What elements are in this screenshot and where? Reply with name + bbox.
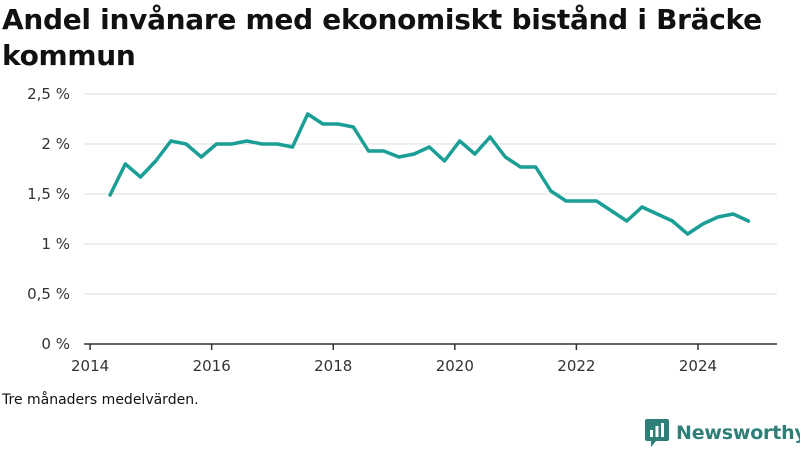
data-point [366, 149, 371, 153]
x-tick-label: 2020 [436, 357, 474, 375]
data-point [518, 165, 523, 169]
data-point [731, 212, 735, 216]
data-point [473, 152, 477, 156]
data-point [579, 199, 583, 203]
y-tick-label: 2 % [41, 135, 70, 153]
data-point [412, 152, 416, 156]
data-point [442, 159, 447, 163]
data-point [290, 145, 295, 149]
data-point [260, 142, 264, 146]
brand-name: Newsworthy [676, 422, 800, 444]
data-point [123, 162, 127, 166]
x-tick-label: 2018 [314, 357, 352, 375]
brand-logo: Newsworthy [644, 418, 800, 448]
data-point [534, 165, 538, 169]
x-tick-label: 2022 [557, 357, 595, 375]
y-tick-label: 2,5 % [27, 85, 70, 103]
data-point [427, 145, 431, 149]
data-point [230, 142, 234, 146]
data-point [670, 219, 675, 223]
data-point [610, 209, 614, 213]
data-point [716, 215, 720, 219]
data-point [625, 219, 629, 223]
data-point [275, 142, 279, 146]
data-point [458, 139, 462, 143]
data-point [138, 175, 143, 179]
series-group [108, 112, 751, 236]
series-line [108, 112, 751, 236]
y-tick-label: 0 % [41, 335, 70, 353]
data-point [549, 189, 553, 193]
x-axis-ticks: 2014 2016 2018 2020 2022 2024 [71, 344, 717, 375]
data-point [564, 199, 568, 203]
data-point [701, 222, 705, 226]
x-tick-label: 2024 [679, 357, 717, 375]
data-point [214, 142, 219, 146]
data-point [184, 142, 188, 146]
data-point [503, 155, 507, 159]
newsworthy-logo-icon [645, 419, 669, 447]
x-tick-label: 2014 [71, 357, 109, 375]
data-point [169, 139, 173, 143]
grid-lines [84, 93, 777, 295]
data-point [199, 155, 203, 159]
data-point [640, 205, 644, 209]
data-point [245, 139, 249, 143]
data-point [108, 193, 112, 197]
data-point [321, 122, 325, 126]
y-tick-label: 1,5 % [27, 185, 70, 203]
data-point [594, 199, 599, 203]
data-point [655, 212, 659, 216]
data-point [382, 149, 386, 153]
line-chart: 0 % 0,5 % 1 % 1,5 % 2 % 2,5 % 2014 2016 2018 202… [27, 85, 777, 375]
data-point [397, 155, 401, 159]
data-point [154, 159, 158, 163]
data-point [351, 125, 355, 129]
data-point [686, 232, 690, 236]
data-point [306, 112, 310, 116]
y-axis-ticks: 0 % 0,5 % 1 % 1,5 % 2 % 2,5 % [27, 85, 70, 353]
chart-title: Andel invånare med ekonomiskt bistånd i … [2, 3, 762, 72]
footnote: Tre månaders medelvärden. [2, 392, 199, 408]
data-point [746, 219, 751, 223]
data-point [336, 122, 340, 126]
y-tick-label: 1 % [41, 235, 70, 253]
y-tick-label: 0,5 % [27, 285, 70, 303]
x-tick-label: 2016 [193, 357, 231, 375]
data-point [488, 135, 492, 139]
